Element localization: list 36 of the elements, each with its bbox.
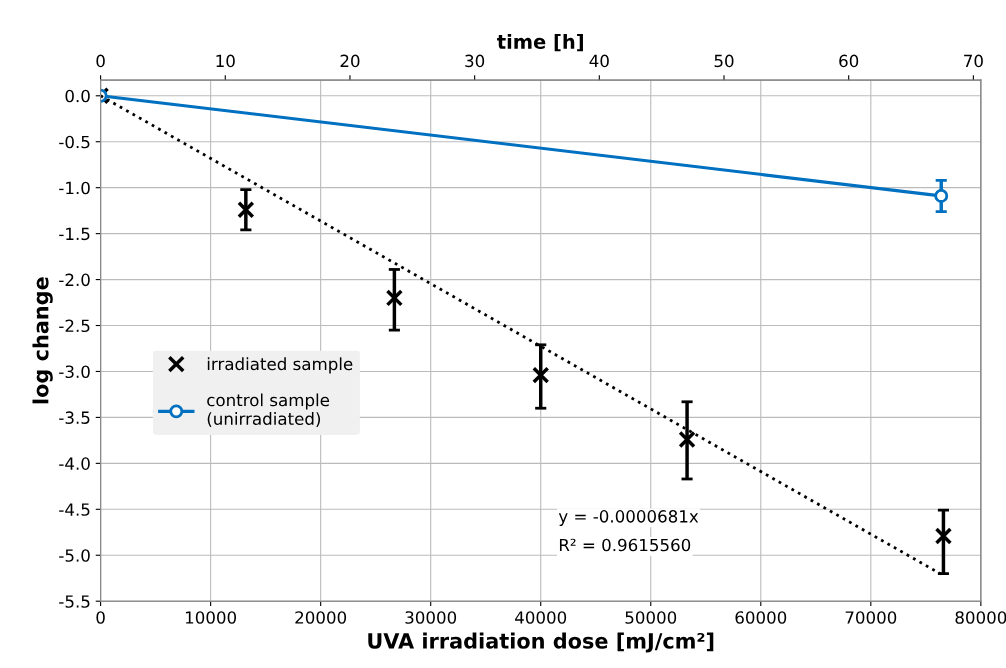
y-tick-label: -3.5 xyxy=(59,411,90,424)
y-tick-label: -4.5 xyxy=(59,503,90,516)
x2-tick-label: 20 xyxy=(340,54,360,68)
x-tick-label: 10000 xyxy=(185,611,237,624)
x2-tick-label: 70 xyxy=(964,54,983,68)
x2-tick-label: 0 xyxy=(96,54,105,68)
y-tick-label: -3.0 xyxy=(59,365,90,379)
annotation: R² = 0.9615560 xyxy=(559,538,691,552)
legend-label: irradiated sample xyxy=(207,357,353,374)
x-tick-label: 60000 xyxy=(735,611,787,624)
x2-tick-label: 30 xyxy=(465,54,485,68)
x-tick-label: 40000 xyxy=(515,611,567,624)
y-tick-label: -0.5 xyxy=(59,135,90,149)
y-tick-label: -1.0 xyxy=(59,181,90,195)
x-axis-title: UVA irradiation dose [mJ/cm²] xyxy=(368,632,714,653)
annotation: y = -0.0000681x xyxy=(558,510,699,526)
y-tick-label: 0.0 xyxy=(65,89,90,103)
x2-tick-label: 40 xyxy=(589,54,609,68)
x2-axis-title: time [h] xyxy=(497,33,583,52)
x-tick-label: 80000 xyxy=(955,611,1006,624)
x-tick-label: 50000 xyxy=(625,611,677,624)
x-tick-label: 70000 xyxy=(845,611,897,624)
legend-label: control sample (unirradiated) xyxy=(207,393,330,427)
y-tick-label: -2.0 xyxy=(59,273,90,287)
y-tick-label: -1.5 xyxy=(59,227,90,241)
y-tick-label: -4.0 xyxy=(59,457,90,470)
y-axis-title: log change xyxy=(32,277,53,404)
x-tick-label: 20000 xyxy=(295,611,347,624)
y-tick-label: -2.5 xyxy=(59,319,90,333)
x2-tick-label: 60 xyxy=(839,54,859,68)
y-tick-label: -5.0 xyxy=(59,549,90,562)
x2-tick-label: 10 xyxy=(216,54,235,68)
x2-tick-label: 50 xyxy=(714,54,734,68)
y-tick-label: -5.5 xyxy=(59,595,90,608)
x-tick-label: 0 xyxy=(96,611,105,624)
x-tick-label: 30000 xyxy=(405,611,457,624)
